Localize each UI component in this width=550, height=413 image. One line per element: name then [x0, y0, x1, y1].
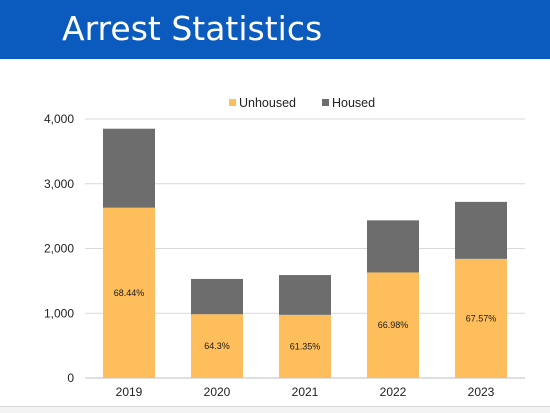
legend-swatch-unhoused: [229, 99, 236, 106]
y-tick-label: 2,000: [44, 242, 74, 256]
data-label: 66.98%: [378, 320, 409, 330]
data-label: 64.3%: [204, 341, 230, 351]
bar-housed-2020: [191, 278, 243, 315]
slide-title: Arrest Statistics: [62, 9, 323, 48]
bottom-rule: [0, 406, 550, 413]
y-tick-label: 1,000: [44, 306, 74, 320]
title-bar: Arrest Statistics: [0, 0, 550, 59]
x-tick-label: 2019: [116, 385, 143, 399]
bar-unhoused-2022: [367, 272, 419, 378]
bar-housed-2021: [279, 275, 331, 315]
bar-housed-2023: [455, 201, 507, 259]
bar-unhoused-2020: [191, 314, 243, 378]
bar-unhoused-2019: [103, 207, 155, 378]
x-tick-label: 2022: [380, 385, 407, 399]
bar-unhoused-2021: [279, 314, 331, 378]
data-label: 68.44%: [114, 288, 145, 298]
data-label: 67.57%: [466, 313, 497, 323]
y-tick-label: 4,000: [44, 112, 74, 126]
legend-swatch-housed: [322, 99, 329, 106]
x-tick-label: 2021: [292, 385, 319, 399]
y-tick-label: 0: [67, 371, 74, 385]
data-label: 61.35%: [290, 341, 321, 351]
bar-housed-2019: [103, 128, 155, 208]
legend-label-housed: Housed: [332, 96, 375, 110]
bar-housed-2022: [367, 220, 419, 273]
bar-unhoused-2023: [455, 258, 507, 378]
x-tick-label: 2020: [204, 385, 231, 399]
y-tick-label: 3,000: [44, 177, 74, 191]
x-tick-label: 2023: [468, 385, 495, 399]
legend-label-unhoused: Unhoused: [239, 96, 296, 110]
